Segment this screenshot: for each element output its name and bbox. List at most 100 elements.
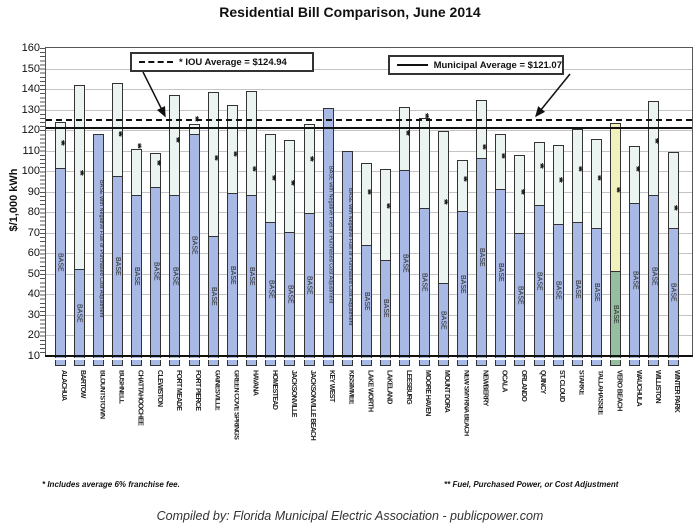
base-text: BASE (305, 275, 313, 295)
fuel-adjustment-mark-fort-meade: ** (169, 136, 181, 141)
bar-base-segment: BASE (208, 235, 218, 365)
y-tick-label-60: 60 (27, 247, 40, 260)
base-text: BASE (152, 262, 160, 282)
bar-base-segment: BASE (477, 157, 487, 365)
y-tick-label-10: 10 (27, 350, 40, 362)
x-label-vero-beach: VERO BEACH (615, 370, 623, 411)
bar-base-segment: BASE (304, 213, 314, 365)
x-label-tallahassee: TALLAHASSEE (596, 370, 604, 415)
fuel-adjustment-mark-jacksonville-beach: ** (304, 156, 316, 160)
x-label-orlando: ORLANDO (519, 370, 527, 402)
bar-lakeland: BASE (380, 169, 392, 366)
x-label-lake-worth: LAKE WORTH (366, 370, 374, 412)
x-label-gainesville: GAINESVILLE (213, 370, 221, 411)
fuel-adjustment-mark-lake-worth: ** (361, 188, 373, 193)
x-label-williston: WILLISTON (653, 370, 661, 403)
y-tick-label-160: 160 (21, 42, 40, 54)
x-label-green-cove-springs: GREEN COVE SPRINGS (232, 370, 240, 440)
fuel-adjustment-mark-quincy: ** (534, 163, 545, 168)
bar-base-segment: BASE (170, 194, 180, 365)
x-label-st-cloud: ST. CLOUD (558, 370, 566, 402)
fuel-adjustment-mark-wauchula: ** (629, 166, 641, 171)
base-text: BASE (363, 291, 371, 311)
bar-fort-meade: BASE (169, 95, 181, 366)
dashed-line-sample (139, 61, 173, 63)
bar-base-segment: BASE (74, 268, 84, 365)
y-tick-label-120: 120 (21, 124, 40, 137)
bar-kissimmee: BASE with Negative Fuel or Purchased Cos… (341, 150, 353, 366)
bar-vero-beach: BASE (610, 122, 622, 366)
fuel-adjustment-mark-orlando: ** (514, 188, 526, 193)
bar-moore-haven: BASE (418, 117, 430, 366)
gridline-140 (46, 89, 692, 91)
base-text: BASE (286, 285, 294, 304)
base-text: BASE (248, 266, 256, 286)
bar-base-segment: BASE (362, 245, 372, 365)
base-text: BASE (228, 265, 236, 285)
y-tick-label-100: 100 (21, 165, 40, 178)
bar-base-segment: BASE (266, 221, 276, 365)
y-tick-label-70: 70 (27, 226, 40, 239)
fuel-adjustment-mark-vero-beach: ** (610, 186, 622, 191)
bar-williston: BASE (648, 101, 660, 366)
fuel-adjustment-mark-alachua: ** (55, 139, 66, 144)
bar-base-segment: BASE (534, 205, 544, 365)
y-tick-label-150: 150 (21, 62, 40, 75)
bar-bushnell: BASE (111, 82, 123, 366)
bar-base-segment: BASE (457, 211, 467, 365)
municipal-average-label: Municipal Average = $121.07 (433, 59, 562, 71)
x-label-chattahoochee: CHATTAHOOCHEE (136, 370, 144, 426)
base-text: BASE (267, 279, 275, 299)
base-text: BASE (516, 285, 524, 305)
bar-new-smyrna-beach: BASE (456, 159, 468, 366)
bar-alachua: BASE (54, 121, 66, 366)
x-label-jacksonville-beach: JACKSONVILLE BEACH (309, 370, 317, 441)
base-text: BASE (401, 254, 409, 273)
x-label-blountstown: BLOUNTSTOWN (98, 370, 106, 419)
fuel-adjustment-mark-bartow: ** (74, 170, 86, 175)
bar-base-segment: BASE (630, 203, 640, 365)
bar-base-segment: BASE (419, 208, 429, 365)
bar-base-segment: BASE (591, 227, 601, 365)
base-text: BASE (573, 279, 581, 299)
bar-base-segment: BASE (611, 270, 621, 365)
base-text: BASE (75, 303, 83, 323)
bar-base-segment: BASE (285, 231, 295, 365)
y-tick-label-130: 130 (21, 103, 40, 116)
x-label-newberry: NEWBERRY (481, 370, 489, 406)
bar-blountstown: BASE with Negative Fuel or Purchased Cos… (92, 134, 104, 366)
bar-base-segment: BASE (247, 194, 257, 365)
fuel-adjustment-mark-leesburg: ** (399, 130, 411, 135)
gridline-150 (46, 68, 692, 70)
fuel-adjustment-mark-tallahassee: ** (591, 174, 603, 179)
franchise-fee-footnote: * Includes average 6% franchise fee. (42, 480, 180, 489)
fuel-adjustment-mark-bushnell: ** (112, 131, 124, 136)
base-text: BASE (478, 248, 486, 267)
fuel-adjustment-mark-gainesville: ** (208, 155, 220, 159)
fuel-adjustment-mark-new-smyrna-beach: ** (457, 175, 469, 180)
base-text: BASE (592, 282, 600, 302)
bar-newberry: BASE (476, 100, 488, 366)
y-tick-label-80: 80 (27, 206, 40, 219)
base-text: BASE (209, 287, 217, 306)
y-axis-minor-ticks (40, 48, 45, 356)
bar-fort-pierce: BASE (188, 123, 200, 366)
base-text: BASE (497, 263, 505, 283)
chart-title: Residential Bill Comparison, June 2014 (219, 4, 481, 20)
fuel-adjustment-mark-havana: ** (246, 166, 258, 171)
bar-mount-dora: BASE (437, 131, 449, 366)
y-tick-label-30: 30 (27, 308, 40, 321)
bar-winter-park: BASE (667, 151, 679, 366)
base-text: BASE (439, 310, 447, 330)
x-label-bartow: BARTOW (79, 370, 87, 398)
x-label-starke: STARKE (577, 370, 585, 395)
bar-jacksonville: BASE (284, 140, 296, 366)
bar-tallahassee: BASE (590, 139, 602, 366)
negative-base-text: BASE with Negative Fuel or Purchased Cos… (97, 179, 103, 318)
fuel-adjustment-mark-jacksonville: ** (284, 179, 296, 184)
iou-average-line (46, 118, 692, 121)
x-label-kissimmee: KISSIMMEE (347, 370, 355, 404)
x-label-alachua: ALACHUA (60, 370, 67, 401)
base-text: BASE (631, 270, 639, 290)
